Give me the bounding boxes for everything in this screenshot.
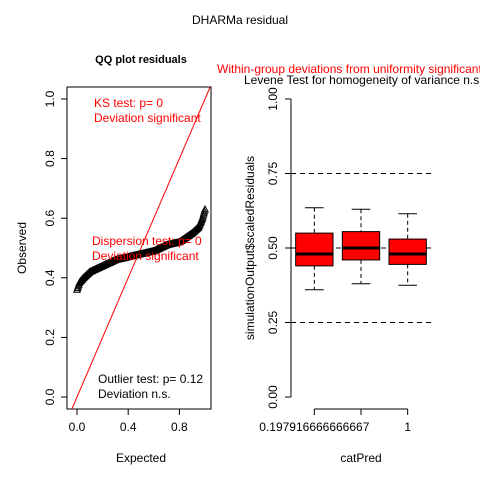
figure-title: DHARMa residual (192, 13, 288, 27)
boxplot-box-body (295, 232, 334, 267)
qq-y-axis: 0.0 0.2 0.4 0.6 0.8 1.0 (43, 90, 68, 405)
qq-y-tick-label: 0.8 (43, 150, 57, 167)
boxplot-x-tick-label: 1 (404, 420, 411, 434)
boxplot-y-tick-label: 1.00 (266, 87, 280, 111)
qq-plot-title: QQ plot residuals (95, 54, 187, 66)
qq-x-tick-label: 0.0 (69, 420, 86, 434)
boxplot-x-axis: 0.197916666666667 1 (259, 408, 411, 434)
qq-y-tick-label: 1.0 (43, 90, 57, 107)
boxplot-y-tick-label: 0.25 (266, 310, 280, 334)
boxplot-y-tick-label: 0.50 (266, 236, 280, 260)
boxplot-y-tick-label: 0.75 (266, 161, 280, 185)
boxplot-title-red: Within-group deviations from uniformity … (217, 62, 480, 76)
boxplot-y-axis-label: simulationOutput$scaledResiduals (243, 156, 257, 340)
boxplot-y-axis: 0.00 0.25 0.50 0.75 1.00 (266, 87, 292, 409)
boxplot-box-body (341, 231, 381, 261)
boxplot-x-tick-label: 0.197916666666667 (259, 420, 369, 434)
ks-result-label: Deviation significant (94, 111, 201, 125)
qq-points (72, 205, 210, 293)
boxplot-box (388, 213, 427, 286)
qq-y-tick-label: 0.0 (43, 388, 57, 405)
ks-test-label: KS test: p= 0 (94, 96, 163, 110)
qq-plot-panel: QQ plot residuals 0.0 0.4 0.8 0.0 0.2 0.4 0.6… (15, 54, 212, 465)
qq-y-axis-label: Observed (15, 222, 29, 274)
qq-x-tick-label: 0.8 (171, 420, 188, 434)
dispersion-result-label: Deviation significant (92, 249, 199, 263)
boxplot-y-tick-label: 0.00 (266, 385, 280, 409)
boxplot-box (295, 207, 334, 291)
outlier-test-label: Outlier test: p= 0.12 (98, 372, 203, 386)
qq-x-tick-label: 0.4 (120, 420, 137, 434)
dispersion-test-label: Dispersion test: p= 0 (92, 234, 202, 248)
boxplot-box (341, 208, 381, 285)
boxplot-boxes (295, 207, 427, 291)
qq-y-tick-label: 0.6 (43, 210, 57, 227)
qq-y-tick-label: 0.2 (43, 329, 57, 346)
qq-x-axis-label: Expected (116, 451, 166, 465)
outlier-result-label: Deviation n.s. (98, 387, 171, 401)
qq-x-axis: 0.0 0.4 0.8 (69, 408, 188, 434)
qq-y-tick-label: 0.4 (43, 269, 57, 286)
boxplot-panel: Within-group deviations from uniformity … (217, 62, 480, 465)
boxplot-box-body (388, 238, 427, 265)
qq-reference-line (71, 86, 211, 410)
qq-point (200, 205, 210, 213)
boxplot-x-axis-label: catPred (340, 451, 381, 465)
boxplot-title-black: Levene Test for homogeneity of variance … (244, 73, 480, 87)
